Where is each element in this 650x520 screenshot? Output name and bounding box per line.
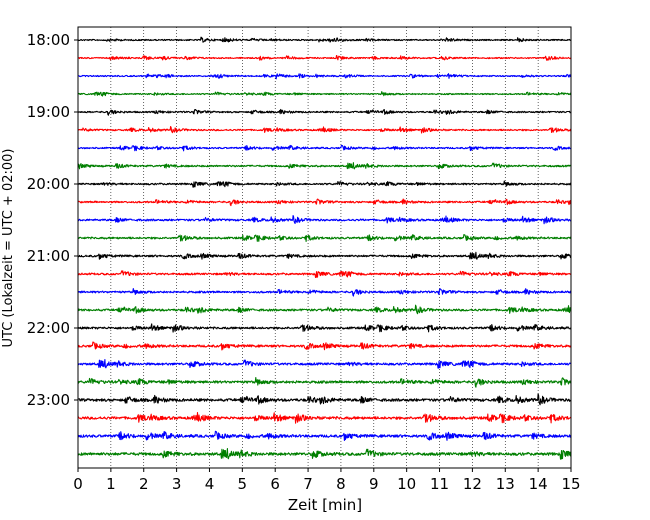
x-tick-label: 3: [172, 475, 182, 493]
x-tick-label: 15: [561, 475, 580, 493]
trace-2145: [77, 304, 572, 315]
y-tick-label: 21:00: [27, 247, 70, 265]
y-axis-label: UTC (Lokalzeit = UTC + 02:00): [1, 149, 16, 348]
y-tick-label: 23:00: [27, 391, 70, 409]
trace-2330: [77, 430, 572, 442]
y-tick-label: 20:00: [27, 175, 70, 193]
trace-2315: [77, 411, 572, 424]
plot-frame: [77, 26, 572, 469]
y-axis: 18:00 19:00 20:00 21:00 22:00 23:00: [27, 31, 78, 409]
trace-2115: [77, 270, 572, 278]
seismogram-traces: [77, 36, 572, 460]
y-tick-label: 22:00: [27, 319, 70, 337]
trace-2245: [77, 377, 572, 388]
trace-1915: [77, 125, 572, 134]
trace-2045: [77, 234, 572, 243]
trace-2015: [77, 198, 572, 207]
x-tick-label: 11: [430, 475, 449, 493]
trace-2200: [77, 323, 572, 333]
x-tick-label: 7: [303, 475, 313, 493]
trace-1945: [77, 162, 572, 170]
trace-1815: [77, 54, 572, 61]
x-tick-label: 13: [496, 475, 515, 493]
x-tick-label: 0: [73, 475, 83, 493]
x-tick-label: 14: [529, 475, 548, 493]
x-tick-label: 9: [369, 475, 379, 493]
x-tick-label: 6: [270, 475, 280, 493]
x-tick-label: 8: [336, 475, 346, 493]
trace-1830: [77, 73, 572, 80]
trace-2230: [77, 359, 572, 369]
trace-1800: [77, 36, 572, 43]
trace-1930: [77, 144, 572, 152]
trace-1900: [77, 108, 572, 116]
trace-2300: [77, 393, 572, 406]
trace-2215: [77, 341, 572, 351]
x-tick-label: 1: [106, 475, 116, 493]
x-axis: 0 1 2 3 4 5 6 7 8 9 10 11 12 13 14 15: [73, 468, 581, 493]
x-tick-label: 5: [238, 475, 248, 493]
x-tick-label: 10: [397, 475, 416, 493]
trace-2130: [77, 288, 572, 297]
trace-2100: [77, 251, 572, 260]
trace-1845: [77, 91, 572, 97]
x-tick-label: 12: [463, 475, 482, 493]
trace-2030: [77, 215, 572, 225]
x-tick-label: 2: [139, 475, 149, 493]
x-tick-label: 4: [205, 475, 215, 493]
trace-2000: [77, 180, 572, 188]
y-tick-label: 18:00: [27, 31, 70, 49]
y-tick-label: 19:00: [27, 103, 70, 121]
x-axis-label: Zeit [min]: [288, 496, 362, 514]
trace-2345: [77, 447, 572, 460]
